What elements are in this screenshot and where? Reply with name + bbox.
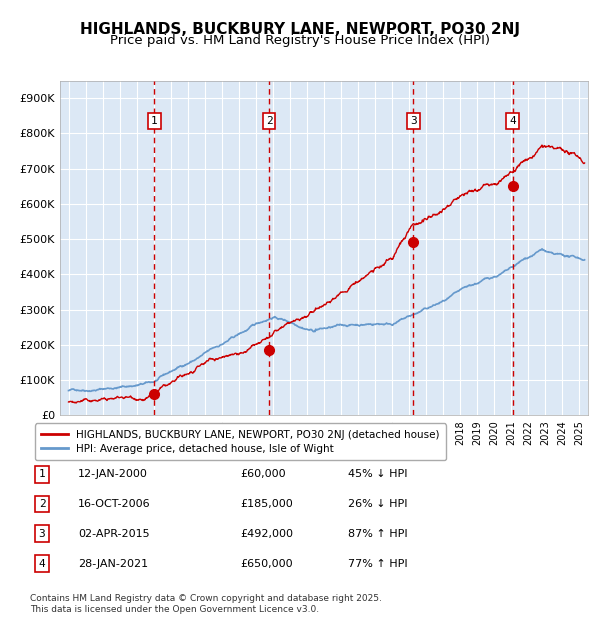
Legend: HIGHLANDS, BUCKBURY LANE, NEWPORT, PO30 2NJ (detached house), HPI: Average price: HIGHLANDS, BUCKBURY LANE, NEWPORT, PO30 … bbox=[35, 423, 446, 460]
Text: 28-JAN-2021: 28-JAN-2021 bbox=[78, 559, 148, 569]
Text: Contains HM Land Registry data © Crown copyright and database right 2025.
This d: Contains HM Land Registry data © Crown c… bbox=[30, 595, 382, 614]
Text: 16-OCT-2006: 16-OCT-2006 bbox=[78, 499, 151, 509]
Text: 4: 4 bbox=[509, 116, 516, 126]
Text: 12-JAN-2000: 12-JAN-2000 bbox=[78, 469, 148, 479]
Text: 2: 2 bbox=[266, 116, 273, 126]
Text: Price paid vs. HM Land Registry's House Price Index (HPI): Price paid vs. HM Land Registry's House … bbox=[110, 34, 490, 47]
Text: £60,000: £60,000 bbox=[240, 469, 286, 479]
Text: 4: 4 bbox=[38, 559, 46, 569]
Text: 1: 1 bbox=[38, 469, 46, 479]
Text: £185,000: £185,000 bbox=[240, 499, 293, 509]
Text: 02-APR-2015: 02-APR-2015 bbox=[78, 529, 149, 539]
Text: £650,000: £650,000 bbox=[240, 559, 293, 569]
Text: 26% ↓ HPI: 26% ↓ HPI bbox=[348, 499, 407, 509]
Text: 1: 1 bbox=[151, 116, 158, 126]
Text: 3: 3 bbox=[410, 116, 417, 126]
Text: HIGHLANDS, BUCKBURY LANE, NEWPORT, PO30 2NJ: HIGHLANDS, BUCKBURY LANE, NEWPORT, PO30 … bbox=[80, 22, 520, 37]
Text: 87% ↑ HPI: 87% ↑ HPI bbox=[348, 529, 407, 539]
Text: £492,000: £492,000 bbox=[240, 529, 293, 539]
Text: 77% ↑ HPI: 77% ↑ HPI bbox=[348, 559, 407, 569]
Text: 2: 2 bbox=[38, 499, 46, 509]
Text: 45% ↓ HPI: 45% ↓ HPI bbox=[348, 469, 407, 479]
Text: 3: 3 bbox=[38, 529, 46, 539]
